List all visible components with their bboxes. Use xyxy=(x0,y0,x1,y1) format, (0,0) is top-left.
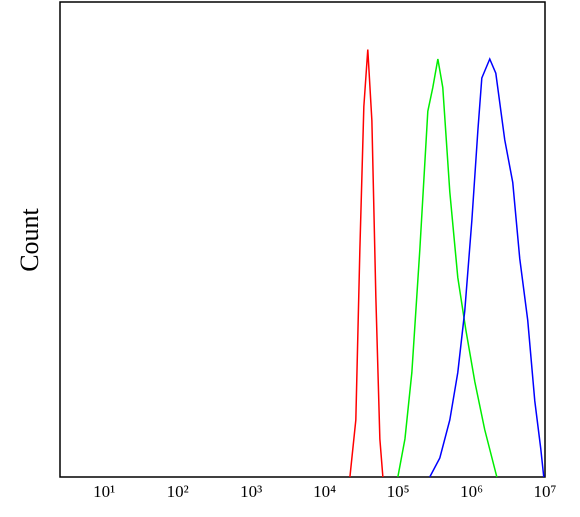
histogram-line xyxy=(397,58,498,478)
histogram-line xyxy=(429,57,545,478)
x-tick-label: 10⁶ xyxy=(460,482,483,501)
x-tick-label: 10⁵ xyxy=(387,482,410,501)
x-tick-label: 10² xyxy=(167,482,189,501)
x-tick-label: 10⁷ xyxy=(534,482,557,501)
y-axis-label: Count xyxy=(15,207,44,271)
histogram-line xyxy=(349,49,384,478)
x-tick-label: 10⁴ xyxy=(313,482,336,501)
x-tick-label: 10¹ xyxy=(93,482,115,501)
plot-frame xyxy=(59,1,546,478)
x-tick-label: 10³ xyxy=(240,482,262,501)
